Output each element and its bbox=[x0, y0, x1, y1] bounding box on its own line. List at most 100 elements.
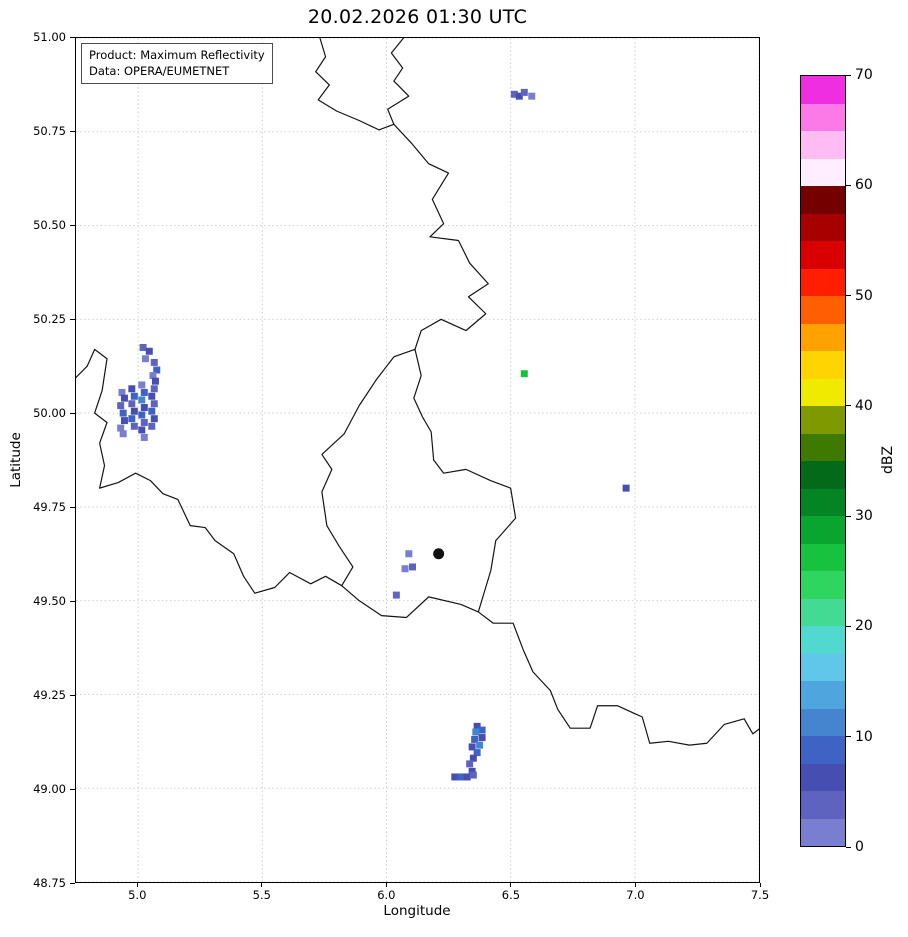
colorbar-band bbox=[801, 323, 845, 351]
radar-echo-pixel bbox=[138, 411, 146, 419]
radar-echo-pixel bbox=[469, 771, 477, 779]
x-tick-mark bbox=[261, 883, 263, 887]
y-tick-mark bbox=[70, 36, 75, 38]
x-tick-label: 7.0 bbox=[626, 888, 645, 902]
colorbar-band bbox=[801, 763, 845, 791]
radar-echo-pixel bbox=[130, 407, 138, 415]
x-tick-mark bbox=[510, 883, 512, 887]
y-tick-mark bbox=[70, 882, 75, 884]
x-tick-label: 6.5 bbox=[501, 888, 521, 902]
radar-echo-pixel bbox=[473, 749, 481, 757]
colorbar-band bbox=[801, 653, 845, 681]
radar-echo-pixel bbox=[117, 424, 125, 432]
radar-echo-pixel bbox=[457, 773, 465, 781]
radar-echo-pixel bbox=[478, 734, 486, 742]
colorbar-band bbox=[801, 516, 845, 544]
y-tick-label: 49.00 bbox=[33, 782, 66, 796]
colorbar-band bbox=[801, 461, 845, 489]
y-tick-label: 50.00 bbox=[33, 406, 66, 420]
x-tick-label: 5.5 bbox=[252, 888, 271, 902]
colorbar-tick-mark bbox=[846, 295, 851, 297]
colorbar-band bbox=[801, 268, 845, 296]
y-tick-label: 49.50 bbox=[33, 594, 66, 608]
colorbar-tick-label: 40 bbox=[855, 397, 873, 414]
colorbar-band bbox=[801, 598, 845, 626]
colorbar-tick-mark bbox=[846, 736, 851, 738]
radar-echo-pixel bbox=[138, 426, 146, 434]
radar-echo-pixel bbox=[119, 430, 127, 438]
y-tick-mark bbox=[70, 506, 75, 508]
radar-echo-pixel bbox=[128, 385, 136, 393]
colorbar-band bbox=[801, 158, 845, 186]
radar-echo-pixel bbox=[151, 377, 159, 385]
colorbar-tick-label: 20 bbox=[855, 618, 873, 635]
radar-echo-pixel bbox=[468, 743, 476, 751]
product-line: Product: Maximum Reflectivity bbox=[89, 48, 265, 62]
radar-echo-pixel bbox=[469, 754, 477, 762]
radar-echo-pixel bbox=[622, 484, 630, 492]
radar-echo-pixel bbox=[148, 422, 156, 430]
colorbar-tick-mark bbox=[846, 184, 851, 186]
colorbar bbox=[800, 75, 846, 847]
radar-echo-pixel bbox=[392, 591, 400, 599]
colorbar-band bbox=[801, 791, 845, 819]
country-border bbox=[477, 611, 759, 746]
y-tick-label: 48.75 bbox=[33, 876, 66, 890]
colorbar-band bbox=[801, 488, 845, 516]
colorbar-band bbox=[801, 296, 845, 324]
radar-echo-pixel bbox=[478, 726, 486, 734]
data-source-line: Data: OPERA/EUMETNET bbox=[89, 64, 230, 79]
x-tick-label: 5.0 bbox=[128, 888, 147, 902]
radar-echo-pixel bbox=[130, 392, 138, 400]
radar-echo-pixel bbox=[405, 550, 413, 558]
radar-echo-pixel bbox=[150, 385, 158, 393]
colorbar-band bbox=[801, 131, 845, 159]
y-tick-label: 49.75 bbox=[33, 500, 66, 514]
colorbar-tick-label: 70 bbox=[855, 67, 873, 83]
map-plot-area: Product: Maximum Reflectivity Data: OPER… bbox=[75, 37, 760, 883]
radar-echo-pixel bbox=[510, 90, 518, 98]
colorbar-band bbox=[801, 681, 845, 709]
radar-echo-pixel bbox=[120, 417, 128, 425]
station-marker bbox=[433, 548, 445, 560]
x-tick-label: 6.0 bbox=[377, 888, 396, 902]
radar-echo-pixel bbox=[472, 728, 480, 736]
y-tick-label: 50.75 bbox=[33, 124, 66, 138]
colorbar-tick-mark bbox=[846, 846, 851, 848]
colorbar-band bbox=[801, 76, 845, 104]
radar-echo-pixel bbox=[138, 381, 146, 389]
y-tick-mark bbox=[70, 694, 75, 696]
radar-echo-pixel bbox=[150, 358, 158, 366]
radar-echo-pixel bbox=[119, 409, 127, 417]
radar-echo-pixel bbox=[149, 372, 157, 380]
colorbar-band bbox=[801, 571, 845, 599]
radar-echo-pixel bbox=[471, 735, 479, 743]
colorbar-band bbox=[801, 186, 845, 214]
radar-echo-pixel bbox=[401, 565, 409, 573]
radar-map-svg bbox=[76, 38, 759, 882]
x-tick-mark bbox=[136, 883, 138, 887]
y-tick-mark bbox=[70, 788, 75, 790]
colorbar-band bbox=[801, 818, 845, 846]
y-tick-mark bbox=[70, 412, 75, 414]
radar-echo-pixel bbox=[128, 400, 136, 408]
y-tick-mark bbox=[70, 318, 75, 320]
colorbar-band bbox=[801, 708, 845, 736]
radar-echo-pixel bbox=[520, 88, 528, 96]
colorbar-band bbox=[801, 241, 845, 269]
x-tick-mark bbox=[759, 883, 761, 887]
colorbar-band bbox=[801, 433, 845, 461]
radar-echo-pixel bbox=[520, 370, 528, 378]
y-tick-mark bbox=[70, 224, 75, 226]
radar-echo-pixel bbox=[139, 343, 147, 351]
colorbar-band bbox=[801, 543, 845, 571]
colorbar-tick-mark bbox=[846, 74, 851, 76]
colorbar-tick-mark bbox=[846, 625, 851, 627]
y-tick-label: 50.25 bbox=[33, 312, 66, 326]
radar-echo-pixel bbox=[150, 415, 158, 423]
colorbar-label: dBZ bbox=[880, 445, 896, 475]
country-border bbox=[76, 348, 343, 594]
colorbar-tick-label: 50 bbox=[855, 287, 873, 304]
x-tick-mark bbox=[634, 883, 636, 887]
